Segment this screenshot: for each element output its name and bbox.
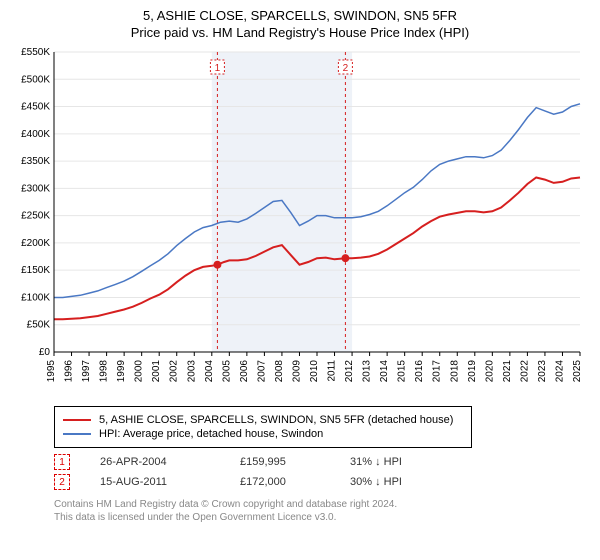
svg-text:1996: 1996 [64,360,75,383]
svg-text:£150K: £150K [21,265,50,276]
legend-item-hpi: HPI: Average price, detached house, Swin… [63,428,463,440]
footer-line-1: Contains HM Land Registry data © Crown c… [54,498,590,511]
marker-table: 1 26-APR-2004 £159,995 31% ↓ HPI 2 15-AU… [54,454,590,490]
svg-text:2018: 2018 [449,360,460,383]
svg-text:2025: 2025 [572,360,583,383]
legend-label: 5, ASHIE CLOSE, SPARCELLS, SWINDON, SN5 … [99,414,453,426]
footer-line-2: This data is licensed under the Open Gov… [54,511,590,524]
svg-text:£550K: £550K [21,47,50,58]
svg-text:2011: 2011 [327,360,338,382]
legend-label: HPI: Average price, detached house, Swin… [99,428,323,440]
svg-text:2013: 2013 [362,360,373,383]
svg-text:2021: 2021 [502,360,513,383]
legend-swatch [63,433,91,435]
svg-text:2010: 2010 [309,360,320,383]
marker-row-2: 2 15-AUG-2011 £172,000 30% ↓ HPI [54,474,590,490]
svg-text:2015: 2015 [397,360,408,383]
marker-box-1: 1 [54,454,70,470]
svg-text:2004: 2004 [204,360,215,383]
svg-text:2005: 2005 [221,360,232,383]
svg-text:£450K: £450K [21,102,50,113]
footer: Contains HM Land Registry data © Crown c… [54,498,590,524]
marker-price: £172,000 [240,476,320,488]
svg-text:£300K: £300K [21,183,50,194]
marker-price: £159,995 [240,456,320,468]
svg-text:£500K: £500K [21,74,50,85]
marker-box-2: 2 [54,474,70,490]
title-line-2: Price paid vs. HM Land Registry's House … [10,25,590,40]
svg-text:2006: 2006 [239,360,250,383]
svg-text:£100K: £100K [21,292,50,303]
legend-item-property: 5, ASHIE CLOSE, SPARCELLS, SWINDON, SN5 … [63,414,463,426]
svg-text:2023: 2023 [537,360,548,383]
svg-text:2022: 2022 [519,360,530,383]
svg-text:£350K: £350K [21,156,50,167]
svg-text:2016: 2016 [414,360,425,383]
marker-diff: 31% ↓ HPI [350,456,430,468]
svg-text:2012: 2012 [344,360,355,383]
svg-text:2001: 2001 [151,360,162,383]
svg-text:2024: 2024 [554,360,565,383]
svg-text:2002: 2002 [169,360,180,383]
svg-text:1: 1 [215,63,221,74]
marker-row-1: 1 26-APR-2004 £159,995 31% ↓ HPI [54,454,590,470]
svg-text:2020: 2020 [484,360,495,383]
legend: 5, ASHIE CLOSE, SPARCELLS, SWINDON, SN5 … [54,406,472,448]
svg-text:2017: 2017 [432,360,443,383]
svg-text:2000: 2000 [134,360,145,383]
svg-text:2019: 2019 [467,360,478,383]
svg-text:2008: 2008 [274,360,285,383]
svg-text:2: 2 [343,63,349,74]
svg-text:£200K: £200K [21,238,50,249]
svg-text:2007: 2007 [256,360,267,383]
marker-date: 26-APR-2004 [100,456,210,468]
price-chart: £0 £50K £100K £150K £200K £250K £300K £350K £400… [10,46,590,396]
marker-date: 15-AUG-2011 [100,476,210,488]
svg-text:1995: 1995 [46,360,57,383]
svg-text:£400K: £400K [21,129,50,140]
svg-text:2009: 2009 [291,360,302,383]
svg-text:£250K: £250K [21,211,50,222]
svg-text:1999: 1999 [116,360,127,383]
marker-diff: 30% ↓ HPI [350,476,430,488]
svg-text:2014: 2014 [379,360,390,383]
svg-text:£0: £0 [39,347,51,358]
svg-text:2003: 2003 [186,360,197,383]
legend-swatch [63,419,91,421]
title-line-1: 5, ASHIE CLOSE, SPARCELLS, SWINDON, SN5 … [10,8,590,23]
svg-text:£50K: £50K [27,320,51,331]
svg-text:1998: 1998 [99,360,110,383]
svg-text:1997: 1997 [81,360,92,383]
